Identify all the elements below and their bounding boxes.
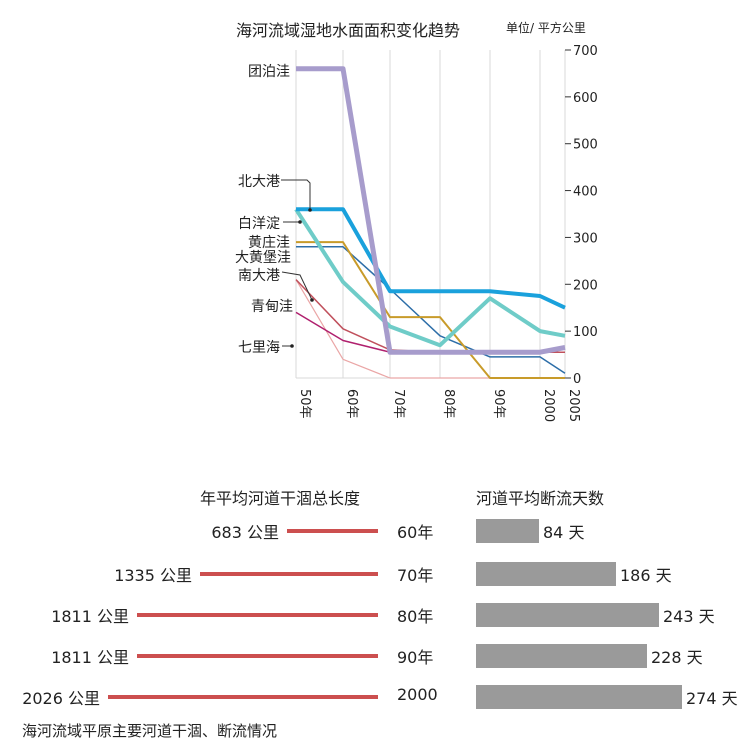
length-label-1: 1335 公里 (114, 566, 192, 585)
days-label-4: 274 天 (686, 689, 738, 708)
length-bar-1 (200, 572, 378, 576)
decade-label-3: 90年 (397, 648, 434, 667)
leader-dot-3 (290, 344, 294, 348)
length-bar-2 (137, 613, 378, 617)
days-bar-1 (476, 562, 616, 586)
decade-label-4: 2000 (397, 685, 438, 704)
series-line-1 (296, 207, 566, 310)
decade-label-2: 80年 (397, 607, 434, 626)
series-line-3 (296, 241, 565, 379)
length-title: 年平均河道干涸总长度 (200, 489, 361, 508)
days-label-2: 243 天 (663, 607, 715, 626)
leader-beidagang (281, 179, 311, 210)
y-tick-label-6: 600 (573, 91, 598, 106)
days-label-1: 186 天 (620, 566, 672, 585)
x-tick-label-5: 2000 (541, 389, 556, 422)
decade-label-1: 70年 (397, 566, 434, 585)
leader-nandagang (281, 271, 313, 301)
unit-label: 单位/ 平方公里 (506, 21, 586, 35)
caption: 海河流域平原主要河道干涸、断流情况 (22, 722, 278, 740)
x-tick-label-2: 70年 (391, 389, 406, 419)
series-line-7 (295, 311, 565, 353)
leader-dot-2 (310, 298, 314, 302)
x-tick-label-1: 60年 (344, 389, 359, 419)
x-tick-label-6: 2005 (566, 389, 581, 422)
y-tick-label-1: 100 (573, 325, 598, 340)
length-bar-0 (287, 529, 378, 533)
days-label-3: 228 天 (651, 648, 703, 667)
x-tick-label-4: 90年 (491, 389, 506, 419)
length-label-2: 1811 公里 (51, 607, 129, 626)
length-label-0: 683 公里 (211, 523, 279, 542)
days-label-0: 84 天 (543, 523, 585, 542)
series-label-2: 白洋淀 (238, 216, 280, 232)
line-chart: 0 100 200 300 400 500 600 700 50年 60年 70年 80年 90年 200… (281, 44, 598, 422)
y-tick-label-2: 200 (573, 278, 598, 293)
y-tick-label-5: 500 (573, 138, 598, 153)
days-title: 河道平均断流天数 (476, 489, 605, 508)
series-label-7: 七里海 (238, 340, 280, 356)
series-label-1: 北大港 (238, 174, 280, 190)
chart-title: 海河流域湿地水面面积变化趋势 (236, 21, 461, 40)
series-label-3: 黄庄洼 (248, 235, 290, 251)
series-line-0 (296, 66, 566, 355)
decade-label-0: 60年 (397, 523, 434, 542)
length-bar-4 (108, 695, 378, 699)
y-tick-label-7: 700 (573, 44, 598, 59)
series-label-5: 南大港 (238, 268, 280, 284)
y-tick-label-3: 300 (573, 231, 598, 246)
days-bar-4 (476, 685, 682, 709)
days-bar-2 (476, 603, 659, 627)
days-bar-3 (476, 644, 647, 668)
days-bar-0 (476, 519, 539, 543)
leader-dot-0 (308, 208, 312, 212)
leader-dot-1 (298, 220, 302, 224)
series-line-2 (294, 208, 566, 348)
series-label-6: 青甸洼 (251, 299, 293, 315)
length-label-3: 1811 公里 (51, 648, 129, 667)
y-tick-label-0: 0 (573, 372, 581, 387)
series-label-0: 团泊洼 (248, 64, 290, 80)
series-line-4 (296, 246, 566, 374)
length-label-4: 2026 公里 (22, 689, 100, 708)
length-bar-3 (137, 654, 378, 658)
series-label-4: 大黄堡洼 (235, 250, 291, 266)
x-tick-label-0: 50年 (297, 389, 312, 419)
x-tick-label-3: 80年 (441, 389, 456, 419)
y-tick-label-4: 400 (573, 185, 598, 200)
